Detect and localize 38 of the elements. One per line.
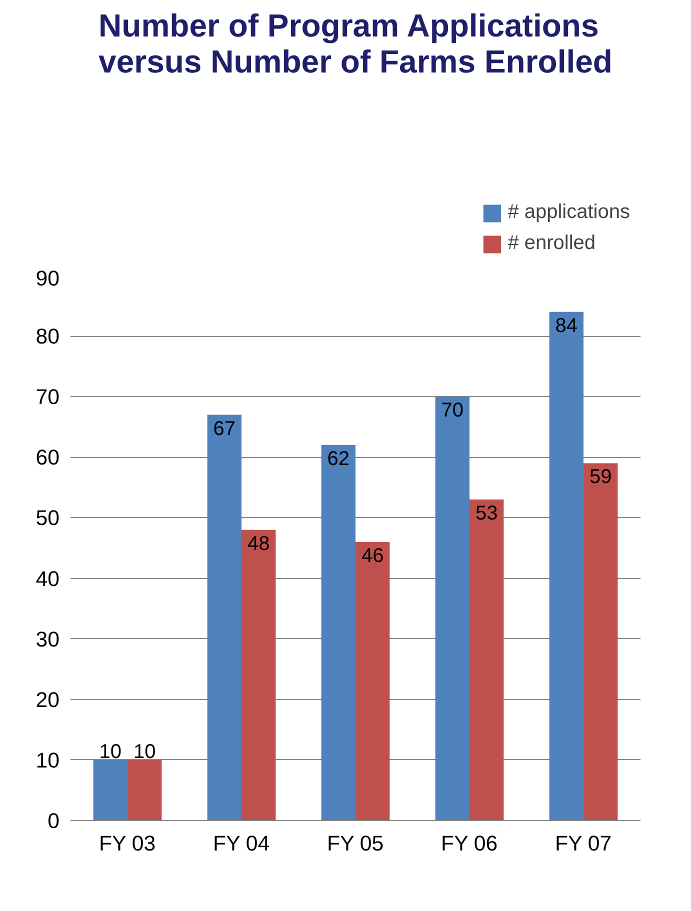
bar [207,414,242,820]
data-label: 59 [589,466,612,488]
legend-label: # enrolled [508,232,596,255]
bar [470,500,504,820]
data-label: 70 [441,400,464,422]
bar [93,760,128,820]
bar [435,396,470,820]
bar [321,445,356,820]
data-label: 10 [133,740,156,763]
bar [128,760,162,820]
legend-label: # applications [508,201,630,224]
x-tick-label: FY 05 [327,832,384,856]
x-tick-label: FY 03 [99,832,156,856]
y-tick-label: 60 [36,446,60,470]
data-label: 48 [247,532,270,555]
data-label: 46 [361,544,384,567]
y-tick-label: 10 [36,748,60,772]
bar [549,312,584,820]
data-label: 53 [475,502,498,525]
x-tick-label: FY 04 [213,832,270,856]
data-label: 62 [327,448,350,470]
y-tick-label: 80 [36,324,60,349]
data-label: 67 [213,418,236,440]
bar [584,463,618,820]
y-tick-label: 40 [36,566,60,591]
y-tick-label: 20 [36,688,60,712]
y-tick-label: 0 [48,809,60,833]
data-label: 84 [555,314,578,337]
y-tick-label: 30 [36,627,60,652]
data-label: 10 [99,740,122,763]
chart-title: Number of Program Applications versus Number of Farms Enrolled [98,8,612,80]
bar [356,542,390,820]
x-tick-label: FY 07 [555,832,612,856]
x-tick-label: FY 06 [441,832,498,856]
y-tick-label: 50 [36,506,60,530]
bar [242,530,276,820]
y-tick-label: 90 [36,266,60,290]
y-tick-label: 70 [36,385,60,410]
